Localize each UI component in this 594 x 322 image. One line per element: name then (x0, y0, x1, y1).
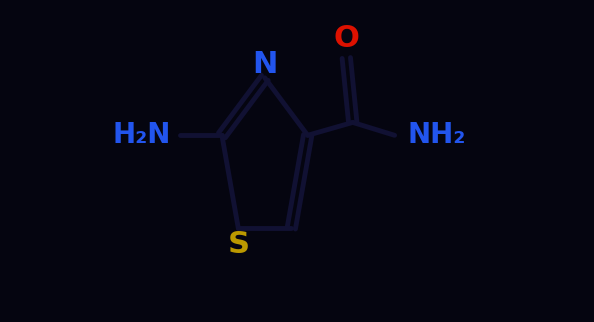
Text: O: O (333, 24, 359, 53)
Text: H₂N: H₂N (112, 121, 170, 149)
Text: N: N (252, 51, 277, 80)
Text: S: S (228, 230, 249, 259)
Text: NH₂: NH₂ (407, 121, 466, 149)
